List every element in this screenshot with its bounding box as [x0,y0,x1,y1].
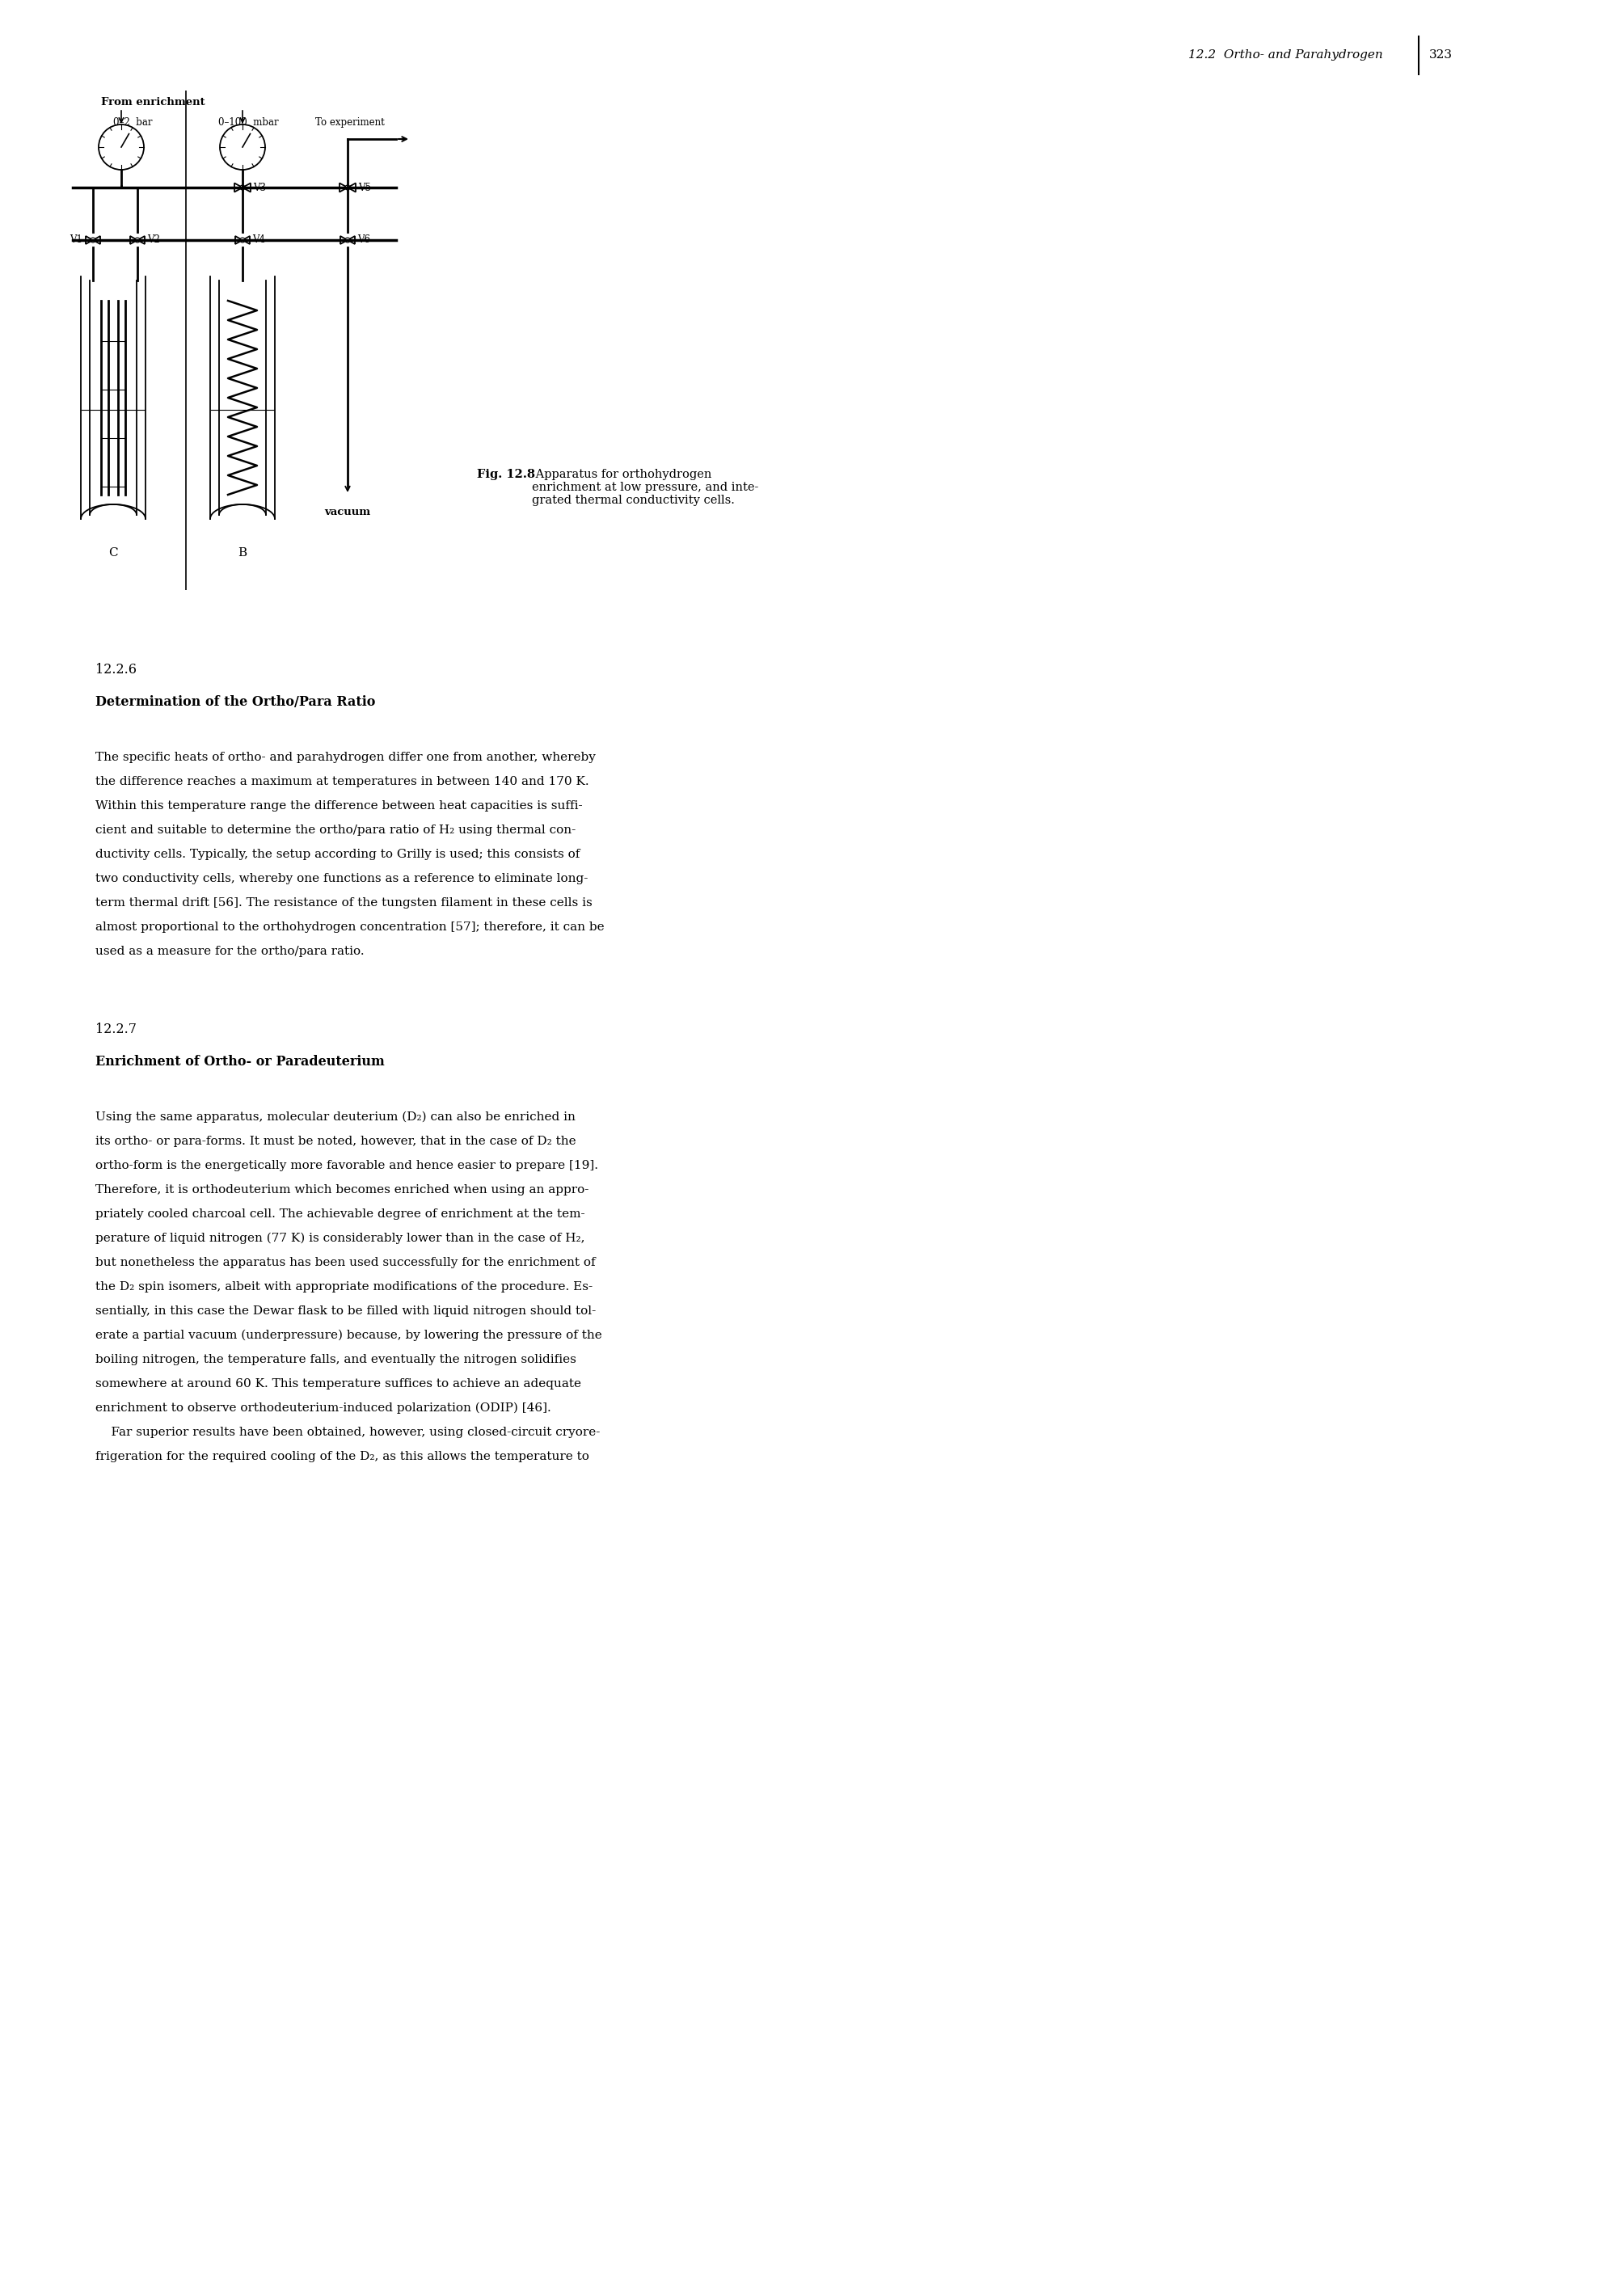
Text: somewhere at around 60 K. This temperature suffices to achieve an adequate: somewhere at around 60 K. This temperatu… [96,1379,581,1390]
Text: Fig. 12.8: Fig. 12.8 [477,469,536,481]
Text: Therefore, it is orthodeuterium which becomes enriched when using an appro-: Therefore, it is orthodeuterium which be… [96,1184,590,1195]
Text: V5: V5 [359,183,370,192]
Text: From enrichment: From enrichment [101,96,205,108]
Text: the D₂ spin isomers, albeit with appropriate modifications of the procedure. Es-: the D₂ spin isomers, albeit with appropr… [96,1280,593,1292]
Text: V6: V6 [357,236,370,245]
Text: 12.2.6: 12.2.6 [96,662,136,676]
Text: ortho-form is the energetically more favorable and hence easier to prepare [19].: ortho-form is the energetically more fav… [96,1161,598,1170]
Text: vacuum: vacuum [325,506,370,518]
Text: To experiment: To experiment [315,117,385,128]
Text: The specific heats of ortho- and parahydrogen differ one from another, whereby: The specific heats of ortho- and parahyd… [96,751,596,763]
Text: enrichment to observe orthodeuterium-induced polarization (ODIP) [46].: enrichment to observe orthodeuterium-ind… [96,1401,551,1415]
Text: V4: V4 [252,236,265,245]
Circle shape [240,185,245,190]
Text: 0–100  mbar: 0–100 mbar [218,117,279,128]
Text: Far superior results have been obtained, however, using closed-circuit cryore-: Far superior results have been obtained,… [96,1427,601,1438]
Text: frigeration for the required cooling of the D₂, as this allows the temperature t: frigeration for the required cooling of … [96,1452,590,1463]
Text: 12.2  Ortho- and Parahydrogen: 12.2 Ortho- and Parahydrogen [1189,50,1384,60]
Text: V2: V2 [148,236,159,245]
Text: 12.2.7: 12.2.7 [96,1024,136,1037]
Text: 0–2  bar: 0–2 bar [114,117,153,128]
Circle shape [240,238,245,243]
Text: almost proportional to the orthohydrogen concentration [57]; therefore, it can b: almost proportional to the orthohydrogen… [96,921,604,932]
Text: Within this temperature range the difference between heat capacities is suffi-: Within this temperature range the differ… [96,799,583,811]
Text: two conductivity cells, whereby one functions as a reference to eliminate long-: two conductivity cells, whereby one func… [96,872,588,884]
Text: Enrichment of Ortho- or Paradeuterium: Enrichment of Ortho- or Paradeuterium [96,1056,385,1069]
Text: B: B [239,547,247,559]
Text: V1: V1 [70,236,83,245]
Text: V3: V3 [253,183,266,192]
Text: priately cooled charcoal cell. The achievable degree of enrichment at the tem-: priately cooled charcoal cell. The achie… [96,1209,585,1221]
Text: term thermal drift [56]. The resistance of the tungsten filament in these cells : term thermal drift [56]. The resistance … [96,898,593,909]
Text: used as a measure for the ortho/para ratio.: used as a measure for the ortho/para rat… [96,946,364,957]
Text: 323: 323 [1429,50,1452,60]
Text: Apparatus for orthohydrogen
enrichment at low pressure, and inte-
grated thermal: Apparatus for orthohydrogen enrichment a… [533,469,758,506]
Circle shape [91,238,96,243]
Circle shape [135,238,140,243]
Text: ductivity cells. Typically, the setup according to Grilly is used; this consists: ductivity cells. Typically, the setup ac… [96,850,580,861]
Text: cient and suitable to determine the ortho/para ratio of H₂ using thermal con-: cient and suitable to determine the orth… [96,824,577,836]
Text: but nonetheless the apparatus has been used successfully for the enrichment of: but nonetheless the apparatus has been u… [96,1257,596,1269]
Text: erate a partial vacuum (underpressure) because, by lowering the pressure of the: erate a partial vacuum (underpressure) b… [96,1330,603,1342]
Circle shape [346,185,351,190]
Text: its ortho- or para-forms. It must be noted, however, that in the case of D₂ the: its ortho- or para-forms. It must be not… [96,1136,577,1147]
Text: C: C [109,547,119,559]
Text: the difference reaches a maximum at temperatures in between 140 and 170 K.: the difference reaches a maximum at temp… [96,776,590,788]
Text: perature of liquid nitrogen (77 K) is considerably lower than in the case of H₂,: perature of liquid nitrogen (77 K) is co… [96,1232,585,1243]
Text: Determination of the Ortho/Para Ratio: Determination of the Ortho/Para Ratio [96,696,375,710]
Text: Using the same apparatus, molecular deuterium (D₂) can also be enriched in: Using the same apparatus, molecular deut… [96,1111,575,1122]
Text: boiling nitrogen, the temperature falls, and eventually the nitrogen solidifies: boiling nitrogen, the temperature falls,… [96,1353,577,1365]
Text: sentially, in this case the Dewar flask to be filled with liquid nitrogen should: sentially, in this case the Dewar flask … [96,1305,596,1317]
Circle shape [346,238,351,243]
